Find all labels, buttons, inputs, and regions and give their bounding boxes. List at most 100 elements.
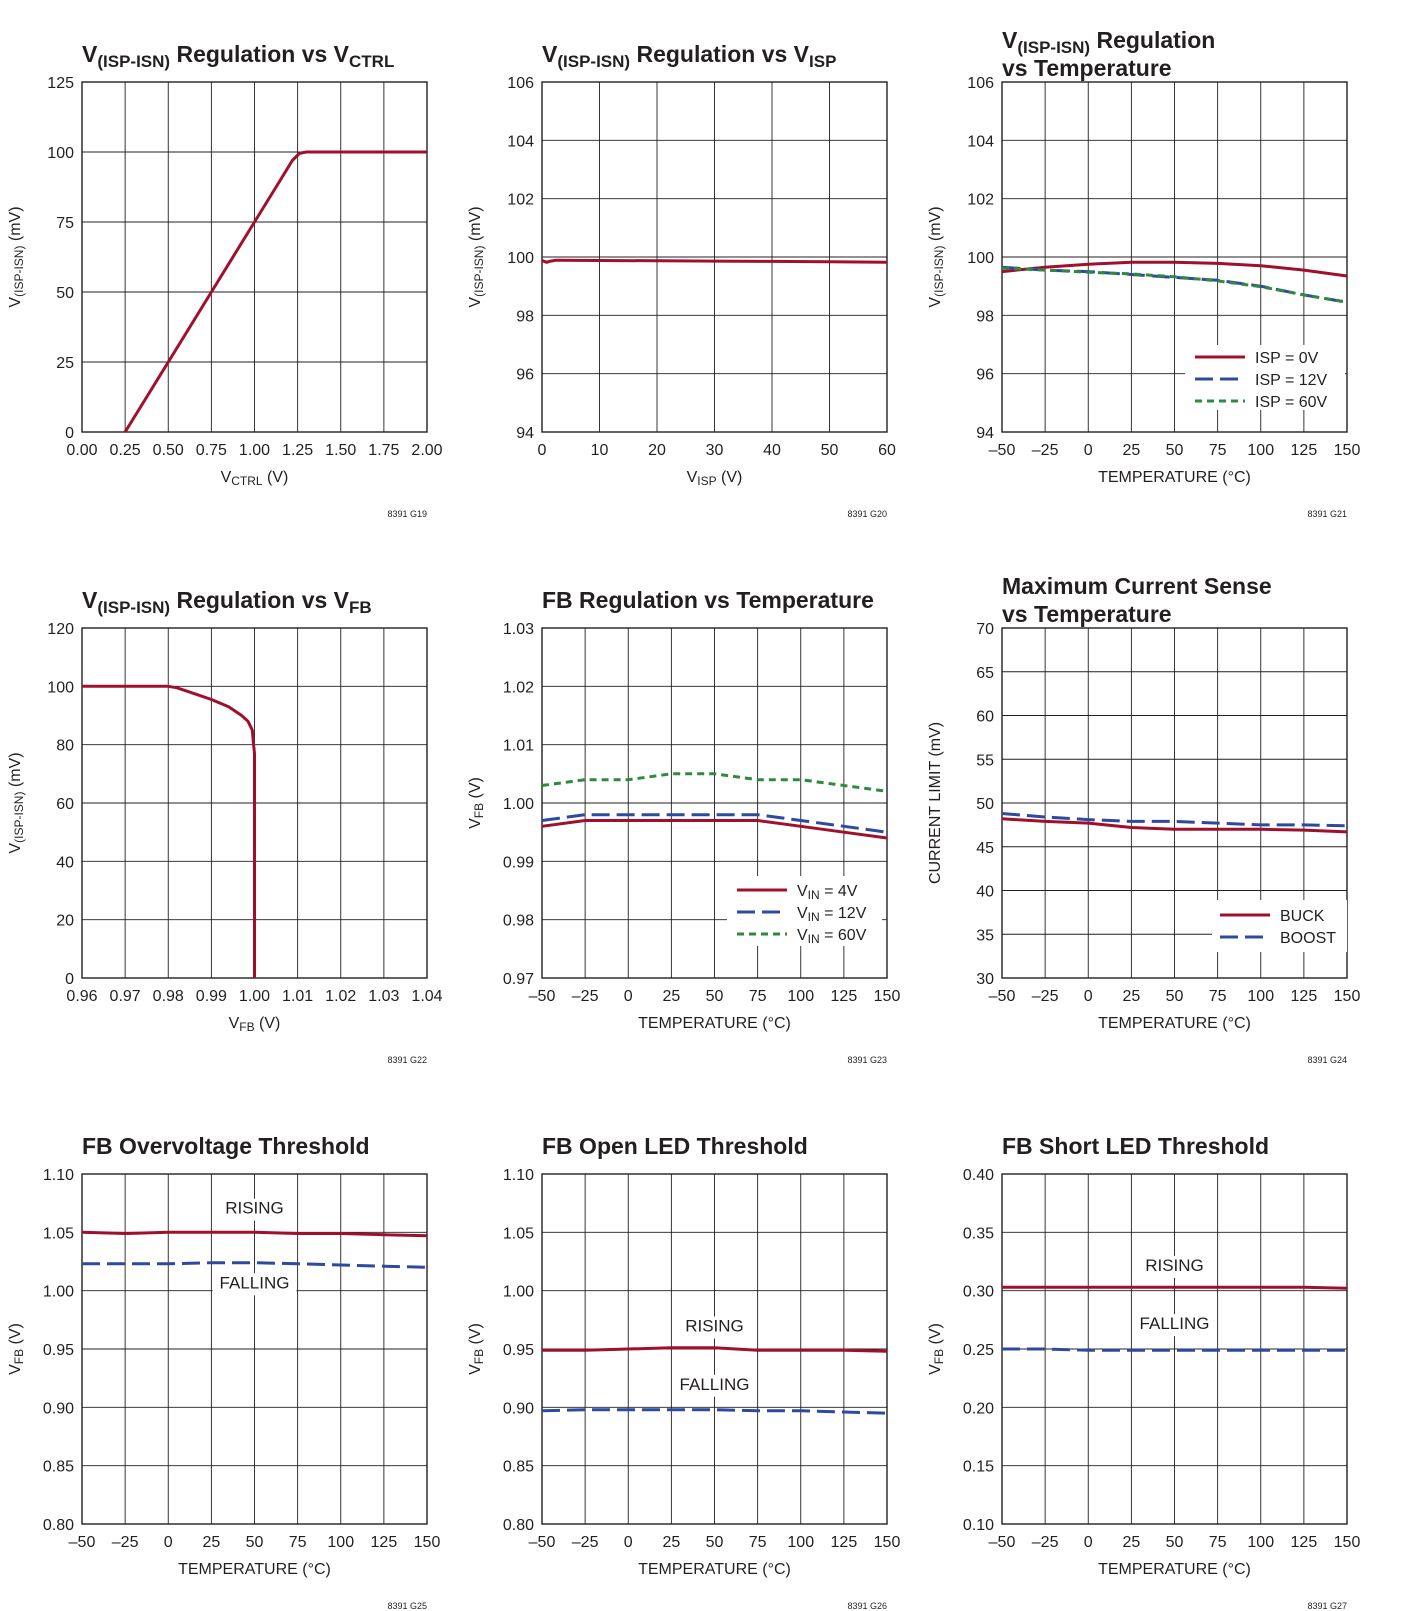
x-tick-label: 1.02	[325, 988, 356, 1005]
y-tick-label: 0.99	[503, 854, 534, 871]
y-tick-label: 75	[56, 215, 74, 232]
legend: ISP = 0V ISP = 12V ISP = 60V	[1195, 350, 1328, 411]
chart-title: FB Open LED Threshold	[542, 1133, 808, 1159]
y-tick-label: 0.30	[963, 1284, 994, 1301]
x-tick-label: 150	[1334, 988, 1361, 1005]
x-tick-label: 125	[831, 1534, 858, 1551]
x-tick-label: –50	[69, 1534, 96, 1551]
y-tick-label: 40	[976, 884, 994, 901]
figure-code: 8391 G20	[847, 509, 887, 519]
legend: VIN = 4V VIN = 12V VIN = 60V	[737, 883, 867, 946]
legend-label: BUCK	[1280, 908, 1325, 925]
x-tick-label: 0.98	[153, 988, 184, 1005]
chart-g22: 0.96 0.97 0.98 0.99 1.00 1.01 1.02 1.03 1.04 0 20 4…	[7, 587, 443, 1065]
figure-code: 8391 G23	[847, 1055, 887, 1065]
y-tick-label: 102	[507, 192, 534, 209]
x-tick-label: 100	[1247, 442, 1274, 459]
y-axis-label: V(ISP-ISN) (mV)	[7, 752, 26, 853]
y-tick-label: 0.85	[503, 1459, 534, 1476]
x-tick-label: –25	[1032, 1534, 1059, 1551]
x-tick-label: 150	[874, 1534, 901, 1551]
y-tick-label: 96	[976, 367, 994, 384]
chart-title: FB Regulation vs Temperature	[542, 587, 874, 613]
plot-frame	[1001, 627, 1348, 979]
x-tick-label: 150	[874, 988, 901, 1005]
x-tick-label: 25	[1122, 1534, 1140, 1551]
y-tick-label: 98	[516, 308, 534, 325]
series-line-vin60	[541, 772, 888, 793]
annotation-rising: RISING	[225, 1199, 284, 1218]
y-tick-label: 45	[976, 840, 994, 857]
x-tick-label: 0	[624, 1534, 633, 1551]
chart-title-line2: vs Temperature	[1002, 601, 1172, 627]
chart-title: V(ISP-ISN) Regulation vs VISP	[542, 41, 836, 71]
x-tick-label: 1.01	[282, 988, 313, 1005]
x-tick-label: 50	[1166, 1534, 1184, 1551]
x-tick-label: 100	[787, 988, 814, 1005]
plot-frame	[81, 1173, 428, 1525]
figure-code: 8391 G19	[387, 509, 427, 519]
annotation-background	[212, 1273, 297, 1296]
x-tick-label: 50	[1166, 988, 1184, 1005]
annotation-falling: FALLING	[680, 1375, 750, 1394]
figure-code: 8391 G21	[1307, 509, 1347, 519]
x-tick-label: 150	[414, 1534, 441, 1551]
y-tick-label: 35	[976, 927, 994, 944]
x-tick-label: –50	[989, 442, 1016, 459]
x-tick-label: 100	[1247, 1534, 1274, 1551]
x-tick-label: –50	[529, 988, 556, 1005]
x-tick-label: 125	[831, 988, 858, 1005]
x-tick-label: 75	[1209, 442, 1227, 459]
figure-code: 8391 G22	[387, 1055, 427, 1065]
x-axis-label: VISP (V)	[687, 469, 743, 488]
y-tick-label: 0.90	[503, 1400, 534, 1417]
chart-g24: –50 –25 0 25 50 75 100 125 150 30 35 40 45 50 55 60 65 70…	[927, 573, 1360, 1065]
y-axis-label: VFB (V)	[467, 777, 486, 829]
x-tick-label: 0	[1084, 442, 1093, 459]
x-tick-label: –50	[989, 1534, 1016, 1551]
y-tick-label: 60	[976, 709, 994, 726]
series-line-isp-60v	[1001, 266, 1348, 304]
x-tick-label: 25	[1122, 988, 1140, 1005]
chart-title: V(ISP-ISN) Regulation vs VCTRL	[82, 41, 394, 71]
x-tick-label: 60	[878, 442, 896, 459]
y-tick-label: 0.80	[43, 1517, 74, 1534]
x-tick-label: 25	[662, 1534, 680, 1551]
x-tick-label: 125	[1291, 1534, 1318, 1551]
annotation-rising: RISING	[685, 1317, 744, 1336]
series-line-boost	[1001, 812, 1348, 828]
x-tick-label: 1.03	[368, 988, 399, 1005]
plot-frame	[541, 81, 888, 433]
annotation-background	[672, 1374, 757, 1397]
chart-g19: 0.00 0.25 0.50 0.75 1.00 1.25 1.50 1.75 2.00 0 25 5…	[7, 41, 443, 519]
x-tick-label: 2.00	[411, 442, 442, 459]
figure-code: 8391 G26	[847, 1601, 887, 1611]
x-axis-label: TEMPERATURE (°C)	[1098, 1561, 1251, 1578]
y-axis-label: VFB (V)	[927, 1323, 946, 1375]
x-tick-label: 0	[1084, 1534, 1093, 1551]
chart-g25: –50 –25 0 25 50 75 100 125 150 0.80 0.85 0.90 0.95 1.…	[7, 1133, 440, 1611]
y-tick-label: 60	[56, 796, 74, 813]
y-axis-label: V(ISP-ISN) (mV)	[7, 206, 26, 307]
y-tick-label: 0.25	[963, 1342, 994, 1359]
series-line-falling	[541, 1408, 888, 1415]
x-tick-label: 0.75	[196, 442, 227, 459]
y-tick-label: 0.80	[503, 1517, 534, 1534]
x-tick-label: 25	[662, 988, 680, 1005]
x-tick-label: 1.25	[282, 442, 313, 459]
y-tick-label: 1.00	[43, 1284, 74, 1301]
y-tick-label: 1.01	[503, 738, 534, 755]
x-tick-label: 75	[749, 1534, 767, 1551]
x-tick-label: 0	[1084, 988, 1093, 1005]
x-tick-label: 125	[1291, 988, 1318, 1005]
y-tick-label: 0.95	[43, 1342, 74, 1359]
legend-label: BOOST	[1280, 930, 1336, 947]
legend-background	[1212, 900, 1347, 952]
x-axis-label: VFB (V)	[229, 1015, 281, 1034]
annotation-falling: FALLING	[1140, 1314, 1210, 1333]
x-tick-label: 0.99	[196, 988, 227, 1005]
x-tick-label: 150	[1334, 1534, 1361, 1551]
legend-label: ISP = 12V	[1255, 372, 1328, 389]
series-line-curve	[123, 150, 427, 433]
